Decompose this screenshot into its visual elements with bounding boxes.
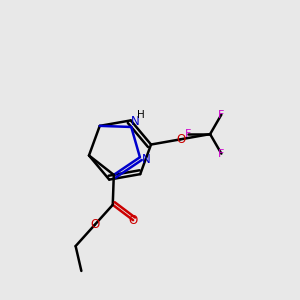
Text: O: O <box>176 133 185 146</box>
Text: N: N <box>131 115 140 128</box>
Text: F: F <box>184 129 191 139</box>
Text: F: F <box>218 110 224 120</box>
Text: N: N <box>142 153 151 166</box>
Text: O: O <box>90 218 99 231</box>
Text: H: H <box>136 110 144 120</box>
Text: O: O <box>128 214 138 227</box>
Text: F: F <box>218 148 224 159</box>
